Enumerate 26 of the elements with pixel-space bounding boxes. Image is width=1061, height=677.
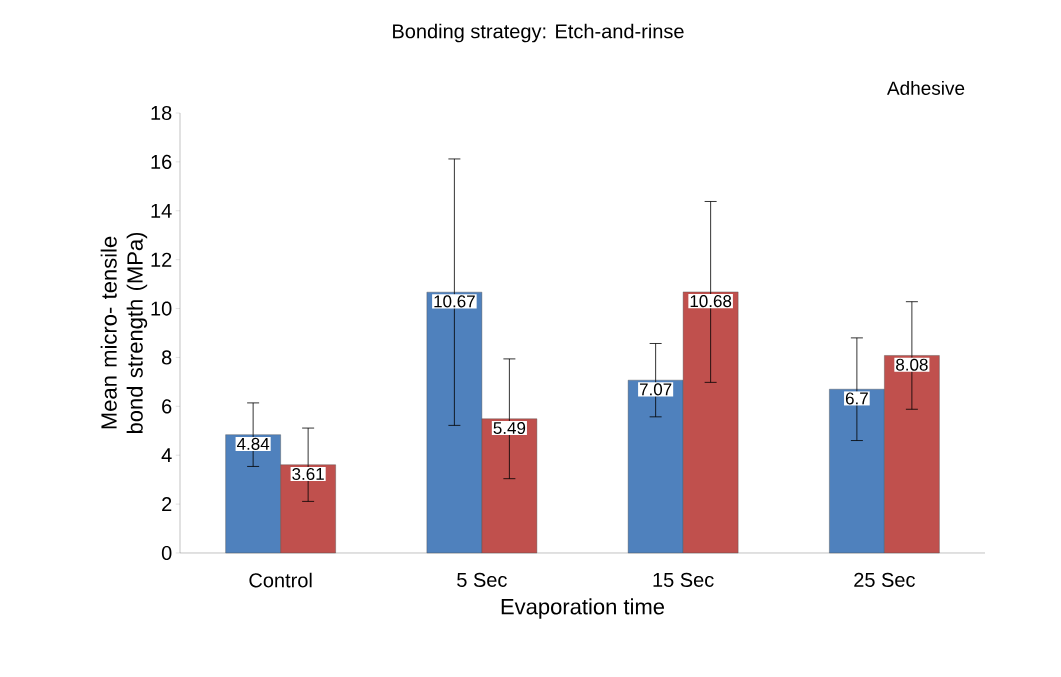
y-tick-label: 8 [161, 350, 172, 365]
y-tick-label: 16 [151, 154, 172, 169]
x-tick-label: 25 Sec [854, 572, 915, 587]
data-label: 10.68 [690, 295, 732, 308]
y-tick-label: 10 [151, 301, 172, 316]
data-label: 8.08 [896, 358, 928, 371]
data-label: 10.67 [434, 295, 475, 308]
x-tick-label: 5 Sec [457, 572, 507, 587]
y-tick-label: 4 [161, 448, 172, 463]
y-tick-label: 12 [151, 252, 172, 267]
y-tick-label: 6 [162, 399, 172, 414]
x-tick-label: Control [249, 572, 312, 588]
chart-title: Bonding strategy: Etch-and-rinse [393, 23, 684, 43]
y-tick-label: 14 [151, 203, 172, 218]
data-label: 3.61 [292, 467, 324, 480]
x-axis-title: Evaporation time [501, 598, 665, 619]
y-tick-label: 0 [161, 545, 172, 561]
y-tick-label: 2 [162, 497, 172, 512]
data-label: 6.7 [845, 392, 868, 405]
y-tick-label: 18 [151, 105, 172, 121]
y-axis-title: Mean micro- tensile bond strength (MPa) [100, 232, 148, 434]
data-label: 5.49 [493, 421, 526, 435]
data-label: 7.07 [639, 383, 672, 396]
data-label: 4.84 [236, 437, 270, 450]
legend-title: Adhesive [886, 81, 965, 95]
x-tick-label: 15 Sec [653, 572, 714, 587]
